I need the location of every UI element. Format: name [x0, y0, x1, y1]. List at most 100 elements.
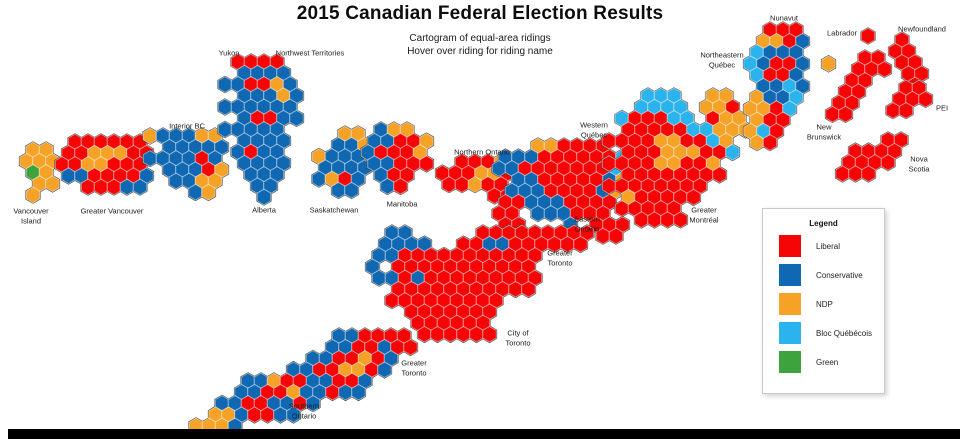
- riding-hex[interactable]: [305, 395, 321, 412]
- riding-hex[interactable]: [573, 235, 588, 253]
- riding-hex[interactable]: [491, 160, 507, 177]
- riding-hex[interactable]: [106, 178, 122, 196]
- riding-hex[interactable]: [132, 178, 148, 196]
- riding-hex[interactable]: [880, 154, 896, 171]
- riding-hex[interactable]: [377, 361, 392, 379]
- region-northern-ontario: [434, 153, 516, 205]
- riding-hex[interactable]: [543, 205, 559, 222]
- riding-hex[interactable]: [443, 325, 458, 343]
- riding-hex[interactable]: [634, 211, 649, 229]
- riding-hex[interactable]: [142, 127, 158, 145]
- riding-hex[interactable]: [530, 205, 546, 222]
- riding-hex[interactable]: [647, 211, 662, 229]
- riding-hex[interactable]: [456, 325, 471, 343]
- riding-hex[interactable]: [673, 211, 688, 229]
- riding-hex[interactable]: [918, 90, 933, 108]
- region-northeastern-quebec: [742, 21, 837, 152]
- legend-title: Legend: [809, 219, 838, 228]
- riding-hex[interactable]: [712, 166, 727, 184]
- riding-hex[interactable]: [467, 176, 483, 193]
- riding-hex[interactable]: [608, 227, 624, 245]
- riding-hex[interactable]: [119, 178, 135, 196]
- riding-hex[interactable]: [403, 338, 418, 356]
- riding-hex[interactable]: [25, 186, 41, 204]
- riding-hex[interactable]: [686, 188, 701, 206]
- riding-hex[interactable]: [273, 406, 288, 424]
- riding-hex[interactable]: [217, 76, 233, 93]
- riding-hex[interactable]: [762, 134, 778, 151]
- riding-hex[interactable]: [325, 383, 340, 401]
- riding-hex[interactable]: [393, 177, 408, 195]
- riding-hex[interactable]: [749, 134, 765, 151]
- region-alberta-yukon-nwt: [217, 53, 305, 206]
- riding-hex[interactable]: [419, 155, 434, 173]
- riding-hex[interactable]: [260, 406, 275, 424]
- riding-hex[interactable]: [885, 102, 901, 119]
- riding-hex[interactable]: [614, 200, 630, 217]
- riding-hex[interactable]: [601, 132, 617, 150]
- riding-hex[interactable]: [660, 211, 675, 229]
- legend-item-label: Green: [816, 357, 839, 367]
- riding-hex[interactable]: [835, 165, 850, 183]
- riding-hex[interactable]: [380, 177, 395, 195]
- riding-hex[interactable]: [860, 27, 876, 45]
- riding-hex[interactable]: [351, 383, 366, 401]
- riding-hex[interactable]: [508, 280, 523, 298]
- riding-hex[interactable]: [331, 181, 346, 199]
- riding-hex[interactable]: [482, 325, 497, 343]
- riding-hex[interactable]: [384, 292, 400, 309]
- riding-hex[interactable]: [371, 269, 387, 287]
- region-new-brunswick: [824, 49, 893, 123]
- bottom-bar: [8, 429, 960, 439]
- riding-hex[interactable]: [469, 325, 484, 343]
- riding-hex[interactable]: [142, 150, 158, 167]
- riding-hex[interactable]: [430, 325, 445, 343]
- riding-hex[interactable]: [188, 183, 203, 201]
- legend-item-label: Liberal: [816, 241, 841, 251]
- riding-hex[interactable]: [168, 172, 184, 190]
- riding-hex[interactable]: [80, 178, 96, 196]
- legend-swatch-icon: [779, 235, 801, 257]
- riding-hex[interactable]: [560, 235, 575, 253]
- region-toronto-gta: [364, 224, 595, 344]
- region-vancouver-island: [18, 141, 61, 204]
- riding-hex[interactable]: [898, 102, 914, 119]
- riding-hex[interactable]: [725, 143, 740, 161]
- page-subtitle-1: Cartogram of equal-area ridings: [409, 33, 551, 44]
- riding-hex[interactable]: [311, 170, 327, 188]
- riding-hex[interactable]: [217, 121, 233, 138]
- region-nova-scotia: [834, 131, 909, 183]
- legend-item-label: Conservative: [816, 270, 863, 280]
- riding-hex[interactable]: [417, 325, 432, 343]
- riding-hex[interactable]: [201, 183, 216, 201]
- region-labrador: [860, 27, 876, 45]
- region-saskatchewan: [311, 125, 373, 200]
- riding-hex[interactable]: [247, 406, 262, 424]
- riding-hex[interactable]: [61, 167, 76, 185]
- region-greater-montreal: [601, 87, 754, 229]
- riding-hex[interactable]: [93, 178, 109, 196]
- riding-hex[interactable]: [595, 227, 611, 245]
- riding-hex[interactable]: [601, 155, 617, 172]
- riding-hex[interactable]: [338, 383, 353, 401]
- riding-hex[interactable]: [601, 177, 617, 195]
- riding-hex[interactable]: [256, 188, 272, 206]
- riding-hex[interactable]: [848, 165, 863, 183]
- riding-hex[interactable]: [825, 105, 840, 123]
- riding-hex[interactable]: [344, 181, 359, 199]
- legend-item-0: Liberal: [779, 235, 884, 257]
- riding-hex[interactable]: [861, 165, 876, 183]
- riding-hex[interactable]: [877, 60, 892, 78]
- riding-hex[interactable]: [454, 176, 470, 193]
- riding-hex[interactable]: [289, 109, 304, 127]
- riding-hex[interactable]: [286, 406, 301, 424]
- riding-hex[interactable]: [547, 235, 562, 253]
- riding-hex[interactable]: [441, 176, 457, 193]
- riding-hex[interactable]: [821, 55, 836, 73]
- legend-item-2: NDP: [779, 293, 884, 315]
- riding-hex[interactable]: [45, 175, 60, 193]
- legend-item-label: NDP: [816, 299, 833, 309]
- riding-hex[interactable]: [838, 105, 853, 123]
- riding-hex[interactable]: [521, 280, 536, 298]
- riding-hex[interactable]: [217, 98, 233, 116]
